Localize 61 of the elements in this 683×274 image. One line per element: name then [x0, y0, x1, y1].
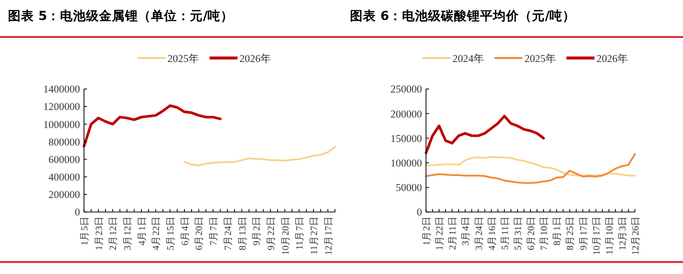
legend-label: 2026年 — [240, 53, 272, 65]
x-tick-label: 12月3日 — [617, 216, 628, 250]
chart-title: 图表 5：电池级金属锂（单位：元/吨） — [8, 8, 234, 23]
y-tick-label: 600000 — [48, 154, 80, 166]
x-tick-label: 3月24日 — [474, 216, 485, 250]
x-tick-label: 4月1日 — [136, 216, 148, 246]
legend-label: 2026年 — [596, 53, 628, 65]
y-tick-label: 1400000 — [43, 84, 80, 96]
x-tick-label: 12月17日 — [323, 216, 334, 255]
x-tick-label: 10月20日 — [280, 216, 292, 255]
y-tick-label: 200000 — [390, 109, 422, 120]
x-tick-label: 11月10日 — [604, 216, 616, 255]
legend-label: 2025年 — [524, 53, 556, 65]
x-tick-label: 5月31日 — [512, 216, 524, 250]
x-tick-label: 4月22日 — [151, 216, 162, 250]
x-tick-label: 2月11日 — [448, 216, 459, 250]
legend-label: 2025年 — [168, 53, 200, 65]
y-tick-label: 100000 — [390, 158, 422, 170]
x-tick-label: 3月12日 — [122, 216, 134, 250]
y-tick-label: 0 — [416, 208, 422, 219]
y-tick-label: 0 — [74, 208, 80, 219]
x-tick-label: 6月20日 — [194, 216, 206, 250]
x-tick-label: 4月16日 — [486, 216, 498, 250]
line-series — [82, 104, 222, 148]
x-tick-label: 11月27日 — [308, 216, 320, 255]
x-tick-label: 1月23日 — [94, 216, 105, 250]
line-series — [424, 114, 545, 154]
line-series — [425, 153, 636, 184]
x-tick-label: 3月4日 — [460, 216, 472, 246]
x-tick-label: 6月20日 — [526, 216, 537, 250]
y-tick-label: 200000 — [48, 190, 80, 202]
legend-label: 2024年 — [452, 53, 484, 65]
y-tick-label: 1200000 — [43, 102, 80, 114]
x-tick-label: 6月4日 — [180, 216, 191, 246]
line-series — [184, 146, 336, 166]
x-tick-label: 1月5日 — [80, 216, 90, 246]
line-series — [425, 156, 636, 176]
x-tick-label: 9月22日 — [266, 216, 277, 250]
x-tick-label: 9月2日 — [252, 216, 263, 246]
x-tick-label: 5月11日 — [500, 216, 511, 250]
x-tick-label: 8月1日 — [552, 216, 564, 246]
y-tick-label: 150000 — [390, 134, 422, 145]
chart-title: 图表 6：电池级碳酸锂平均价（元/吨） — [350, 8, 576, 23]
x-tick-label: 10月17日 — [591, 216, 602, 255]
y-tick-label: 50000 — [396, 183, 422, 194]
y-tick-label: 400000 — [48, 172, 80, 184]
x-tick-label: 1月2日 — [422, 216, 432, 246]
x-tick-label: 2月12日 — [108, 216, 120, 250]
x-tick-label: 8月25日 — [565, 216, 576, 250]
x-tick-label: 7月7日 — [208, 216, 220, 246]
x-tick-label: 11月7日 — [294, 216, 306, 250]
x-tick-label: 1月22日 — [434, 216, 446, 250]
x-tick-label: 7月10日 — [539, 216, 550, 250]
x-tick-label: 7月24日 — [222, 216, 234, 250]
x-tick-label: 8月13日 — [237, 216, 248, 250]
y-tick-label: 250000 — [390, 84, 422, 96]
y-tick-label: 800000 — [48, 137, 80, 148]
x-tick-label: 5月15日 — [166, 216, 177, 250]
y-tick-label: 1000000 — [43, 120, 80, 131]
x-tick-label: 12月26日 — [630, 216, 642, 255]
x-tick-label: 9月17日 — [578, 216, 590, 250]
